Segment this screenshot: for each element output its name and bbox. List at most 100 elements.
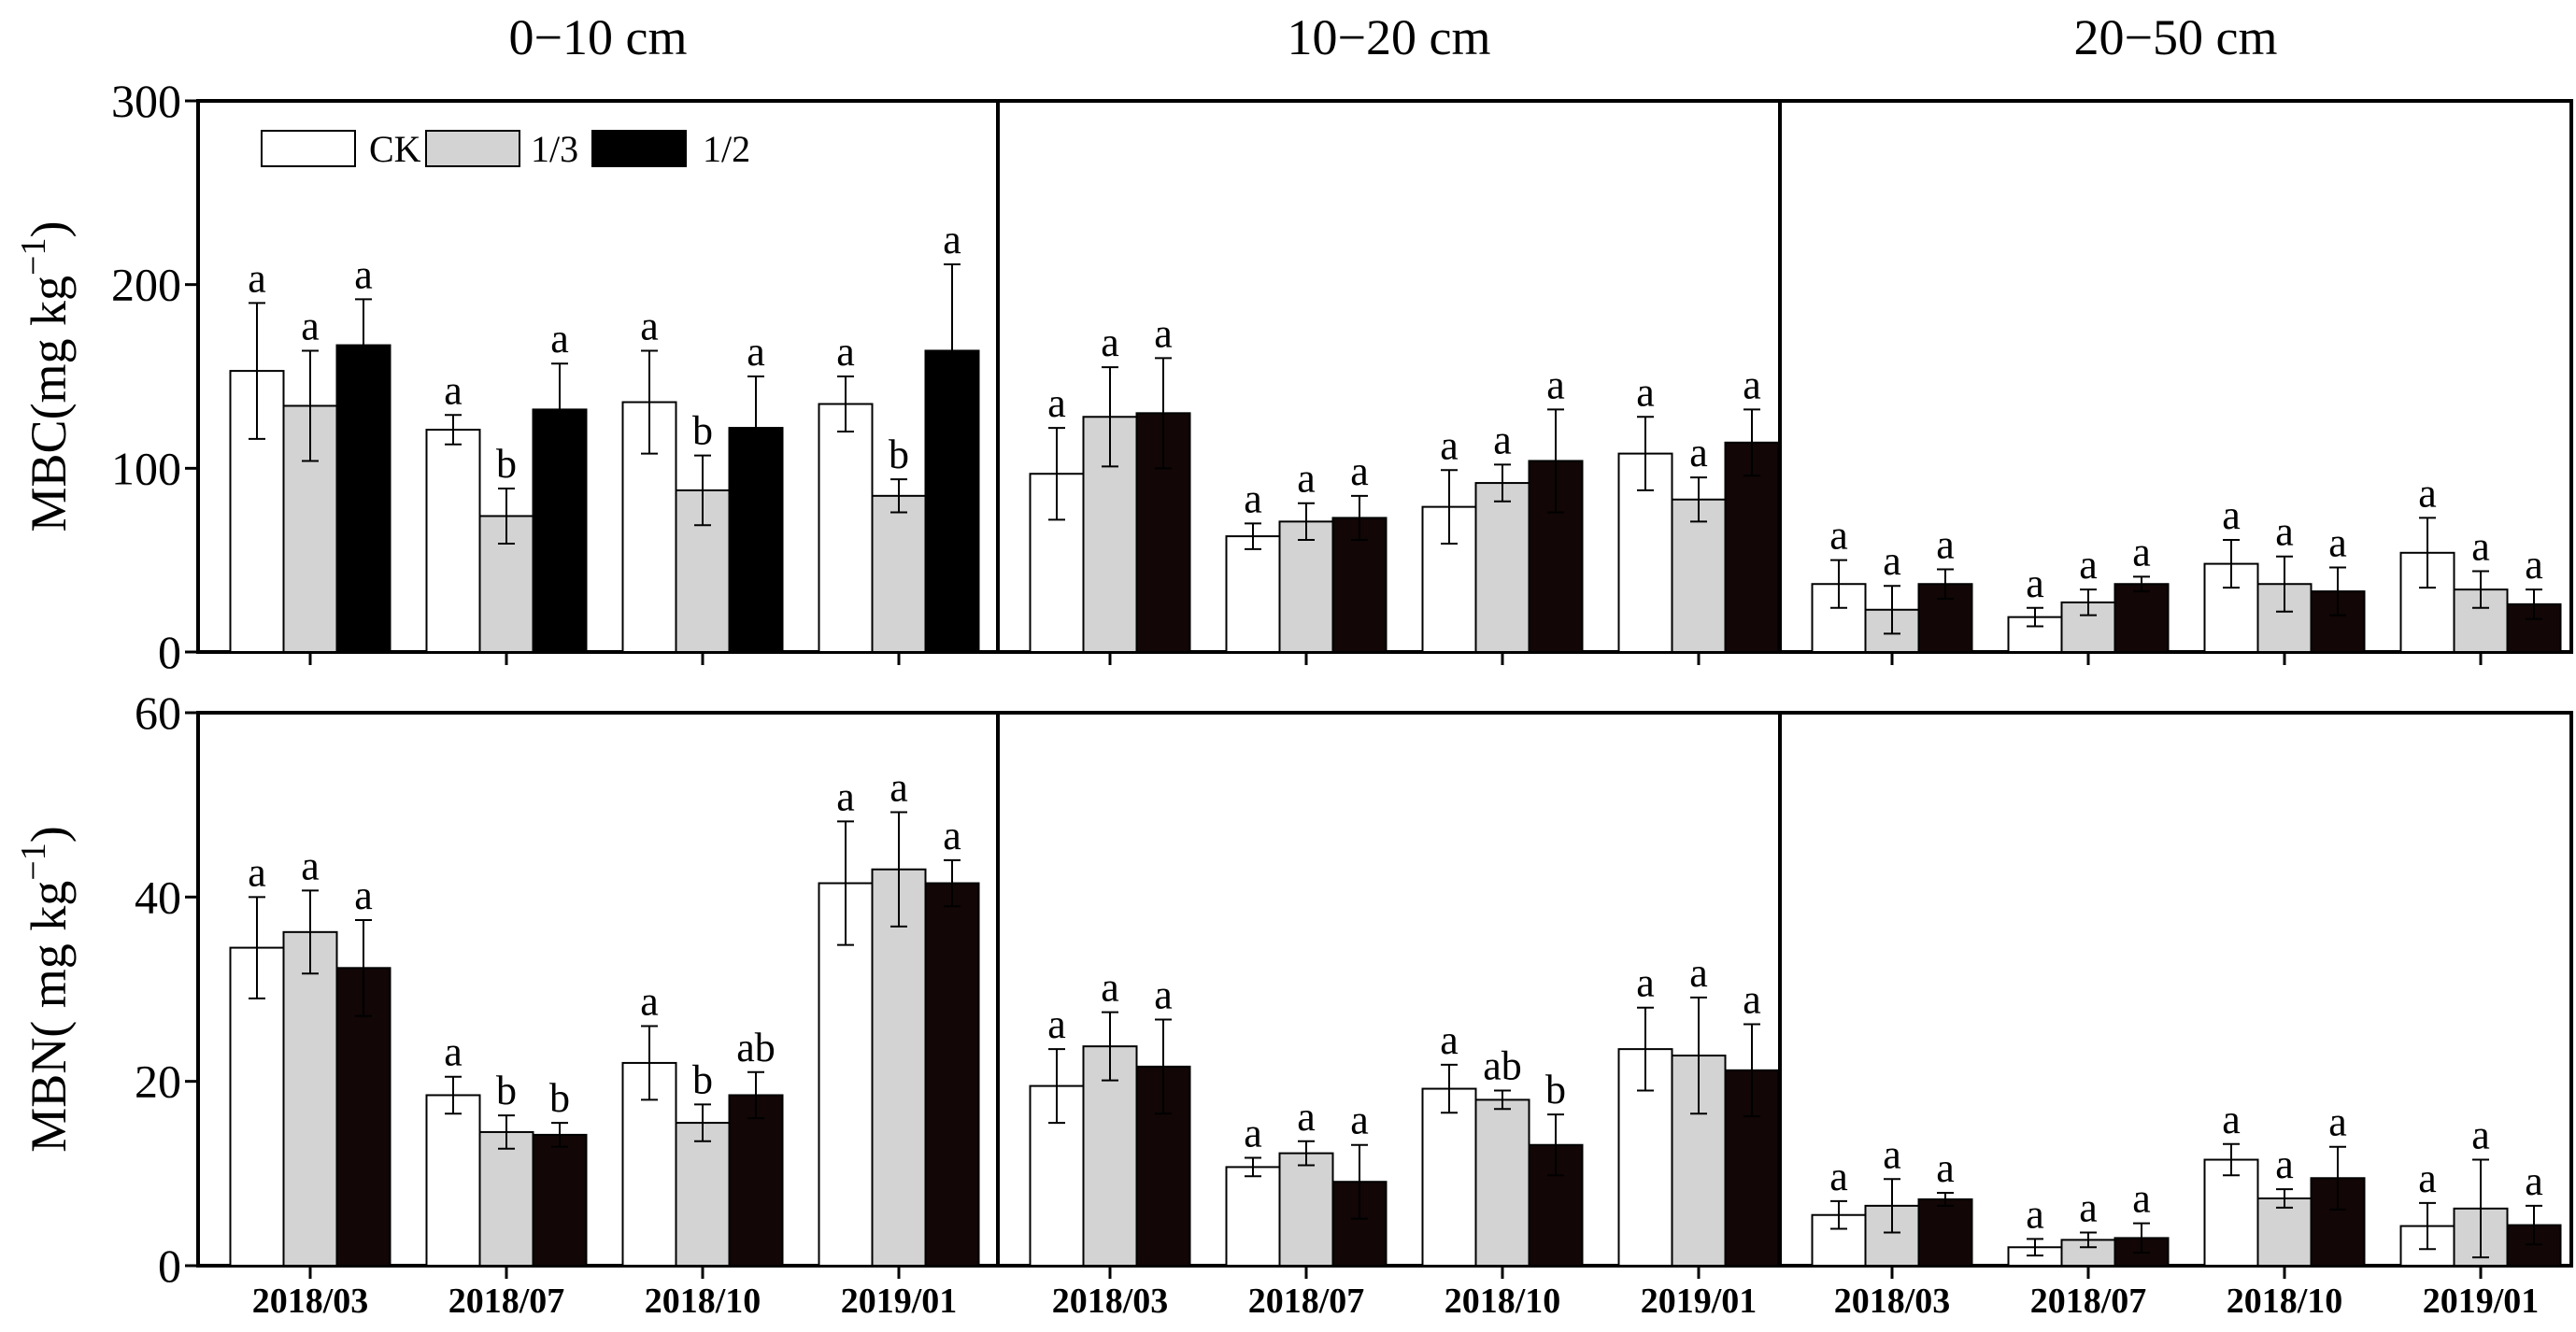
- x-category-label: 2018/03: [252, 1282, 369, 1321]
- bar: [1225, 1166, 1281, 1267]
- significance-letter: a: [2418, 1155, 2437, 1201]
- bar: [335, 967, 391, 1267]
- significance-letter: a: [1883, 538, 1901, 584]
- bar: [871, 868, 927, 1267]
- significance-letter: a: [890, 765, 908, 811]
- significance-letter: a: [943, 217, 961, 262]
- bar: [2203, 1158, 2259, 1267]
- bar: [425, 1094, 481, 1268]
- significance-letter: a: [1154, 310, 1173, 356]
- significance-letter: a: [301, 843, 320, 888]
- significance-letter: a: [1689, 950, 1708, 996]
- x-category-label: 2018/03: [1052, 1282, 1169, 1321]
- significance-letter: a: [1936, 522, 1955, 568]
- significance-letter: a: [1636, 369, 1655, 415]
- bar: [1724, 441, 1780, 653]
- bar: [478, 1130, 534, 1268]
- significance-letter: a: [2132, 529, 2151, 574]
- significance-letter: a: [248, 255, 266, 301]
- bar: [1474, 1098, 1530, 1268]
- significance-letter: a: [2222, 1097, 2241, 1142]
- bar: [675, 1122, 731, 1267]
- bar: [1421, 1087, 1477, 1268]
- x-category-label: 2018/07: [448, 1282, 565, 1321]
- significance-letter: a: [1829, 1154, 1848, 1199]
- x-category-label: 2018/07: [2030, 1282, 2147, 1321]
- significance-letter: a: [248, 849, 266, 895]
- significance-letter: a: [2132, 1176, 2151, 1222]
- x-category-label: 2019/01: [1641, 1282, 1758, 1321]
- bar: [1225, 535, 1281, 653]
- bar: [1082, 1045, 1138, 1267]
- significance-letter: a: [640, 978, 659, 1024]
- significance-letter: a: [2525, 542, 2543, 588]
- y-tick-label: 200: [111, 259, 181, 311]
- bar: [924, 882, 980, 1267]
- y-tick-label: 0: [158, 1240, 181, 1292]
- significance-letter: a: [1101, 319, 1119, 365]
- significance-letter: a: [301, 303, 320, 348]
- significance-letter: b: [692, 408, 713, 454]
- significance-letter: a: [1297, 1094, 1316, 1140]
- significance-letter: a: [836, 329, 855, 375]
- significance-letter: a: [1440, 422, 1459, 468]
- significance-letter: a: [836, 773, 855, 819]
- bar: [229, 946, 285, 1267]
- significance-letter: a: [1350, 1098, 1369, 1143]
- significance-letter: b: [692, 1056, 713, 1102]
- significance-letter: a: [2275, 1141, 2294, 1187]
- significance-letter: a: [550, 316, 569, 361]
- y-axis-label-text: MBC(mg kg: [21, 276, 77, 532]
- significance-letter: a: [354, 872, 373, 918]
- x-category-label: 2019/01: [841, 1282, 958, 1321]
- bar: [728, 1094, 784, 1268]
- significance-letter: ab: [1483, 1043, 1522, 1089]
- y-tick-label: 40: [135, 871, 181, 923]
- y-axis-label: MBC(mg kg−1): [14, 221, 77, 532]
- significance-letter: a: [1350, 448, 1369, 494]
- significance-letter: a: [2222, 492, 2241, 538]
- significance-letter: a: [2525, 1158, 2543, 1204]
- significance-letter: a: [444, 367, 463, 413]
- significance-letter: b: [496, 441, 517, 487]
- significance-letter: a: [444, 1029, 463, 1075]
- significance-letter: b: [1545, 1067, 1566, 1112]
- bar: [532, 1133, 588, 1267]
- bar: [1474, 482, 1530, 653]
- significance-letter: a: [2418, 470, 2437, 516]
- significance-letter: a: [1883, 1131, 1901, 1177]
- bar: [425, 429, 481, 653]
- bar: [1917, 1197, 1973, 1267]
- significance-letter: a: [943, 813, 961, 858]
- significance-letter: a: [1936, 1145, 1955, 1191]
- significance-letter: a: [1829, 513, 1848, 559]
- significance-letter: b: [496, 1068, 517, 1113]
- significance-letter: a: [1546, 361, 1565, 407]
- significance-letter: a: [2471, 1112, 2490, 1158]
- bar: [282, 930, 338, 1267]
- y-tick-label: 0: [158, 626, 181, 678]
- y-axis-label-sup: −1: [14, 238, 53, 276]
- depth-title: 0−10 cm: [509, 9, 688, 65]
- bar: [1278, 520, 1334, 653]
- significance-letter: a: [1154, 972, 1173, 1018]
- x-category-label: 2018/10: [2227, 1282, 2343, 1321]
- significance-letter: a: [1101, 965, 1119, 1011]
- significance-letter: a: [1440, 1017, 1459, 1063]
- significance-letter: a: [2026, 1191, 2044, 1237]
- significance-letter: a: [1743, 361, 1761, 407]
- depth-title: 10−20 cm: [1288, 9, 1491, 65]
- significance-letter: a: [2079, 1184, 2098, 1230]
- significance-letter: b: [889, 432, 909, 477]
- significance-letter: a: [2328, 520, 2347, 566]
- y-axis-label-close: ): [21, 826, 77, 843]
- legend-label: 1/2: [703, 128, 750, 170]
- legend-swatch: [591, 130, 687, 167]
- significance-letter: a: [1047, 1001, 1066, 1047]
- legend-swatch: [261, 130, 356, 167]
- x-category-label: 2019/01: [2423, 1282, 2540, 1321]
- significance-letter: a: [747, 329, 765, 375]
- significance-letter: a: [1743, 976, 1761, 1022]
- y-axis-label-text: MBN( mg kg: [21, 881, 77, 1153]
